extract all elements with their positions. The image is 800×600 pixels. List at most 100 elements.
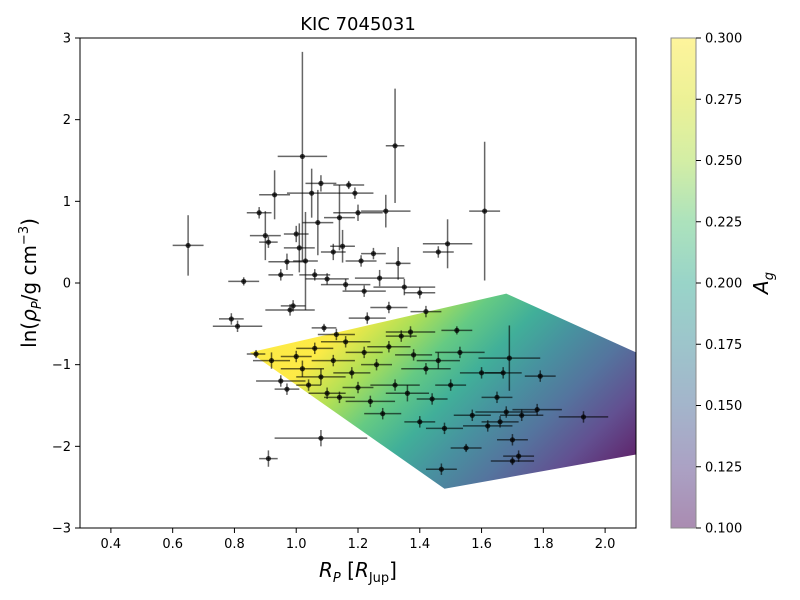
data-point (410, 305, 442, 318)
data-point (395, 349, 433, 361)
colorbar-tick-label: 0.100 (705, 522, 742, 537)
data-point (259, 236, 278, 248)
data-point (500, 409, 544, 422)
data-point (484, 367, 522, 379)
data-point (299, 269, 331, 281)
data-point (283, 225, 309, 243)
colorbar-tick-label: 0.225 (705, 215, 742, 230)
data-point (274, 383, 300, 395)
data-point (385, 247, 411, 280)
y-tick-label: 3 (63, 32, 71, 47)
data-point (361, 358, 392, 371)
data-point (404, 416, 436, 428)
y-tick-label: 1 (63, 195, 71, 210)
data-point (416, 352, 460, 369)
data-point (370, 301, 408, 314)
colorbar-ticks: 0.300 0.275 0.250 0.225 0.200 0.175 0.150 0.125… (696, 32, 742, 537)
data-point (320, 243, 346, 261)
data-point (305, 273, 349, 285)
data-point (320, 278, 371, 291)
data-point (441, 326, 473, 335)
data-point (333, 180, 365, 190)
data-point (296, 368, 346, 386)
y-tick-label: −2 (52, 440, 71, 455)
data-point (296, 379, 321, 391)
data-point (317, 328, 355, 341)
plot-area (172, 51, 636, 489)
data-point (490, 456, 535, 466)
data-point (330, 229, 355, 263)
model-region (249, 293, 636, 489)
data-point (256, 375, 306, 387)
data-point (252, 352, 291, 369)
data-point (558, 411, 609, 423)
data-point (212, 320, 263, 332)
data-point (404, 287, 436, 299)
y-axis-ticks: 3 2 1 0 −1 −2 −3 (52, 32, 80, 537)
data-point (342, 285, 386, 297)
data-point (401, 363, 451, 375)
data-point (311, 354, 355, 367)
colorbar-tick-label: 0.250 (705, 154, 742, 169)
data-point (268, 269, 294, 281)
data-point (246, 207, 272, 219)
data-point (305, 175, 337, 192)
data-point (265, 304, 315, 316)
data-point (333, 204, 383, 221)
data-point (524, 370, 556, 382)
data-point (361, 247, 386, 260)
colorbar-label: Ag (749, 272, 777, 296)
data-point (503, 450, 535, 462)
data-point (425, 463, 457, 475)
data-point (345, 255, 377, 267)
data-point (385, 88, 405, 203)
data-point (370, 379, 420, 391)
y-tick-label: 2 (63, 113, 71, 128)
colorbar-tick-label: 0.175 (705, 338, 742, 353)
colorbar (670, 37, 697, 529)
data-point (302, 189, 334, 256)
data-point (416, 393, 448, 405)
data-point (453, 409, 491, 422)
colorbar-tick-label: 0.200 (705, 277, 742, 292)
data-point (259, 450, 278, 467)
data-point (481, 416, 519, 428)
colorbar-tick-label: 0.150 (705, 399, 742, 414)
y-tick-label: 0 (63, 277, 71, 292)
data-point (280, 300, 306, 312)
x-tick-label: 1.0 (286, 537, 307, 552)
data-point (435, 346, 485, 359)
x-tick-label: 1.8 (533, 537, 554, 552)
data-point (277, 51, 328, 261)
data-point (280, 360, 325, 377)
data-points (172, 51, 609, 475)
y-tick-label: −3 (52, 522, 71, 537)
data-point (385, 330, 417, 342)
data-point (478, 325, 541, 391)
y-tick-label: −1 (52, 358, 71, 373)
data-point (512, 403, 562, 416)
data-point (354, 269, 405, 287)
data-point (274, 430, 368, 447)
data-point (497, 434, 528, 446)
data-point (283, 223, 315, 273)
data-point (345, 395, 396, 408)
data-point (219, 313, 244, 325)
data-point (320, 336, 371, 348)
x-tick-label: 2.0 (595, 537, 616, 552)
x-axis-label: RP [RJup] (319, 558, 397, 586)
data-point (345, 346, 383, 359)
data-point (286, 168, 337, 218)
chart-title: KIC 7045031 (300, 14, 416, 35)
data-point (311, 323, 337, 332)
x-tick-label: 0.6 (162, 537, 183, 552)
data-point (361, 194, 411, 228)
x-tick-label: 0.4 (101, 537, 122, 552)
data-point (385, 385, 430, 402)
data-point (348, 312, 386, 324)
data-point (422, 219, 473, 269)
data-point (425, 422, 464, 435)
data-point (249, 211, 281, 261)
x-axis-ticks: 0.4 0.6 0.8 1.0 1.2 1.4 1.6 1.8 2.0 (101, 528, 616, 552)
